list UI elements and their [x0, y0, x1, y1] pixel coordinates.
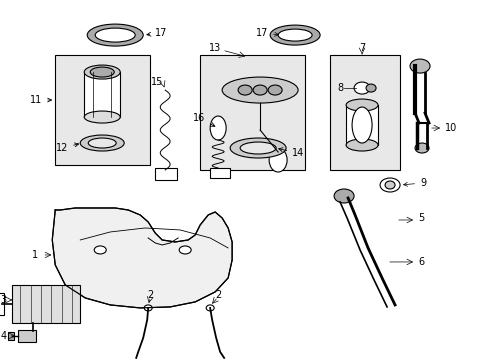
Text: 3: 3 [0, 295, 6, 305]
Ellipse shape [240, 142, 276, 154]
Text: 6: 6 [417, 257, 423, 267]
Ellipse shape [238, 85, 252, 95]
Ellipse shape [366, 84, 375, 92]
Text: 4: 4 [0, 331, 6, 341]
Bar [210, 168, 230, 178]
Bar [12, 285, 80, 323]
Ellipse shape [90, 67, 114, 77]
Ellipse shape [414, 143, 428, 153]
Text: 15: 15 [150, 77, 163, 87]
Ellipse shape [84, 65, 120, 79]
Ellipse shape [222, 77, 298, 103]
Ellipse shape [80, 135, 124, 151]
Ellipse shape [84, 111, 120, 123]
Text: 2: 2 [147, 290, 153, 300]
Text: 10: 10 [444, 123, 456, 133]
Ellipse shape [87, 24, 143, 46]
Bar [329, 55, 399, 170]
Text: 1: 1 [32, 250, 38, 260]
Ellipse shape [230, 138, 285, 158]
Bar [346, 105, 377, 145]
Text: 14: 14 [278, 148, 304, 158]
Text: 8: 8 [336, 83, 343, 93]
Ellipse shape [379, 178, 399, 192]
Text: 12: 12 [56, 143, 79, 153]
Ellipse shape [409, 59, 429, 73]
Ellipse shape [268, 148, 286, 172]
Text: 16: 16 [193, 113, 214, 126]
Ellipse shape [206, 305, 214, 311]
Bar [200, 55, 305, 170]
Bar [55, 55, 150, 165]
Bar [8, 332, 14, 340]
Ellipse shape [267, 85, 282, 95]
Ellipse shape [346, 99, 377, 111]
Ellipse shape [144, 305, 152, 311]
Ellipse shape [278, 29, 311, 41]
Bar [84, 72, 120, 117]
Ellipse shape [179, 246, 191, 254]
Ellipse shape [88, 138, 116, 148]
Bar [0, 293, 4, 315]
Bar [155, 168, 177, 180]
Ellipse shape [253, 85, 266, 95]
Ellipse shape [346, 139, 377, 151]
Bar [18, 330, 36, 342]
Text: 17: 17 [146, 28, 167, 38]
Text: 2: 2 [215, 290, 221, 300]
Ellipse shape [210, 116, 225, 140]
Ellipse shape [353, 82, 369, 94]
Ellipse shape [351, 107, 371, 143]
Ellipse shape [95, 28, 135, 42]
Text: 11: 11 [30, 95, 51, 105]
Text: 13: 13 [208, 43, 221, 53]
Ellipse shape [333, 189, 353, 203]
Text: 5: 5 [417, 213, 424, 223]
Polygon shape [52, 208, 232, 308]
Ellipse shape [94, 246, 106, 254]
Text: 7: 7 [358, 43, 365, 53]
Text: 9: 9 [403, 178, 426, 188]
Ellipse shape [269, 25, 320, 45]
Ellipse shape [384, 181, 394, 189]
Text: 17: 17 [255, 28, 278, 38]
